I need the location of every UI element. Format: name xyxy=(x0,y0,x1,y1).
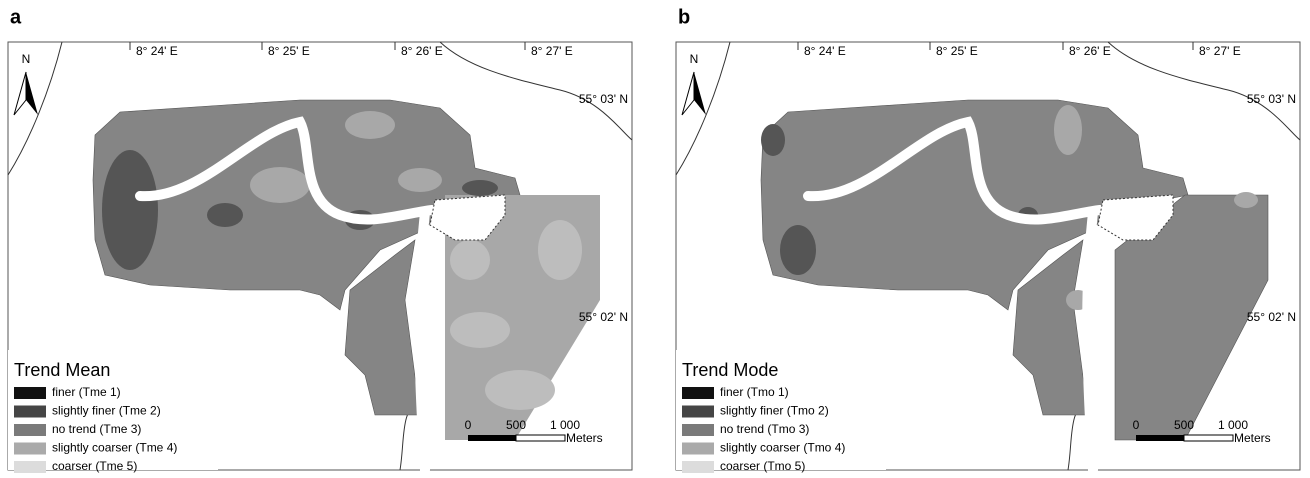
channel xyxy=(419,212,425,470)
longitude-label: 8° 24' E xyxy=(804,44,846,58)
scale-bar xyxy=(1136,435,1184,441)
latitude-label: 55° 02' N xyxy=(579,310,628,324)
scale-bar xyxy=(1184,435,1233,441)
north-arrow xyxy=(682,72,694,115)
legend-swatch xyxy=(14,443,46,455)
legend-label: slightly finer (Tme 2) xyxy=(52,404,161,418)
coarse-patch xyxy=(1054,105,1082,155)
coarse-patch xyxy=(250,167,310,203)
coarse-patch xyxy=(398,168,442,192)
panel-label: a xyxy=(10,6,22,28)
channel xyxy=(1087,212,1093,470)
scale-unit: Meters xyxy=(1234,431,1271,445)
legend-swatch xyxy=(14,461,46,473)
legend-swatch xyxy=(14,387,46,399)
longitude-label: 8° 24' E xyxy=(136,44,178,58)
scale-label: 1 000 xyxy=(1218,418,1248,432)
latitude-label: 55° 03' N xyxy=(579,92,628,106)
scale-bar xyxy=(468,435,516,441)
north-label: N xyxy=(22,52,31,66)
longitude-label: 8° 25' E xyxy=(268,44,310,58)
scale-label: 0 xyxy=(1133,418,1140,432)
legend-swatch xyxy=(682,387,714,399)
coarse-patch xyxy=(345,111,395,139)
legend-label: slightly coarser (Tme 4) xyxy=(52,441,177,455)
map-panel: a 8° 24' E 8° 25' E 8° 26' E 8° 27' E 55° 03'… xyxy=(8,6,632,473)
legend-label: finer (Tmo 1) xyxy=(720,385,789,399)
scale-label: 1 000 xyxy=(550,418,580,432)
scale-bar xyxy=(516,435,565,441)
figure: a 8° 24' E 8° 25' E 8° 26' E 8° 27' E 55° 03'… xyxy=(0,0,1310,478)
latitude-label: 55° 02' N xyxy=(1247,310,1296,324)
coarse-patch xyxy=(538,220,582,280)
legend-swatch xyxy=(14,424,46,436)
coarse-patch xyxy=(1234,192,1258,208)
north-arrow xyxy=(26,72,38,115)
scale-label: 500 xyxy=(506,418,526,432)
legend-label: coarser (Tmo 5) xyxy=(720,459,805,473)
legend-label: no trend (Tmo 3) xyxy=(720,422,809,436)
fine-patch xyxy=(207,203,243,227)
legend-swatch xyxy=(682,443,714,455)
longitude-label: 8° 27' E xyxy=(1199,44,1241,58)
longitude-label: 8° 26' E xyxy=(401,44,443,58)
scale-label: 500 xyxy=(1174,418,1194,432)
scale-label: 0 xyxy=(465,418,472,432)
latitude-label: 55° 03' N xyxy=(1247,92,1296,106)
legend-swatch xyxy=(682,424,714,436)
coarse-patch xyxy=(450,312,510,348)
legend-title: Trend Mode xyxy=(682,360,778,380)
north-arrow xyxy=(694,72,706,115)
longitude-label: 8° 27' E xyxy=(531,44,573,58)
coarse-patch xyxy=(485,370,555,410)
legend-label: coarser (Tme 5) xyxy=(52,459,137,473)
legend-title: Trend Mean xyxy=(14,360,110,380)
legend-swatch xyxy=(682,461,714,473)
legend-label: slightly finer (Tmo 2) xyxy=(720,404,829,418)
north-label: N xyxy=(690,52,699,66)
legend-label: no trend (Tme 3) xyxy=(52,422,141,436)
fine-patch xyxy=(780,225,816,275)
coarse-patch xyxy=(450,240,490,280)
longitude-label: 8° 25' E xyxy=(936,44,978,58)
panel-label: b xyxy=(678,6,690,28)
longitude-label: 8° 26' E xyxy=(1069,44,1111,58)
legend-swatch xyxy=(14,406,46,418)
north-arrow xyxy=(14,72,26,115)
legend-label: finer (Tme 1) xyxy=(52,385,121,399)
fine-patch xyxy=(102,150,158,270)
fine-patch xyxy=(462,180,498,196)
scale-unit: Meters xyxy=(566,431,603,445)
fine-patch xyxy=(761,124,785,156)
map-panel: b 8° 24' E 8° 25' E 8° 26' E 8° 27' E 55° 03'… xyxy=(676,6,1300,473)
legend-label: slightly coarser (Tmo 4) xyxy=(720,441,845,455)
legend-swatch xyxy=(682,406,714,418)
